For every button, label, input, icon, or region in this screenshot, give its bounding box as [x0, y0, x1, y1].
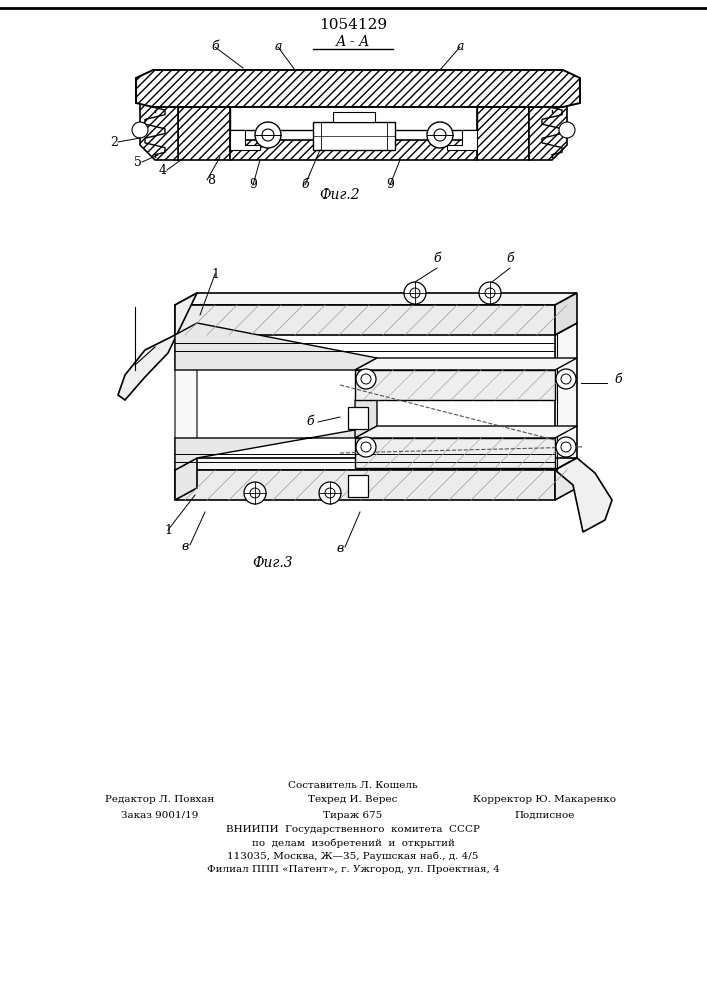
Bar: [313, 122, 395, 150]
Polygon shape: [175, 323, 377, 370]
Circle shape: [485, 288, 495, 298]
Polygon shape: [136, 78, 178, 160]
Circle shape: [427, 122, 453, 148]
Polygon shape: [175, 458, 197, 500]
Text: 5: 5: [134, 155, 142, 168]
Text: б: б: [433, 252, 440, 265]
Text: в: в: [337, 542, 344, 555]
Polygon shape: [118, 293, 197, 400]
Circle shape: [255, 122, 281, 148]
Polygon shape: [355, 426, 577, 438]
Bar: [348, 475, 368, 497]
Polygon shape: [355, 438, 555, 468]
Text: Фиг.3: Фиг.3: [252, 556, 293, 570]
Circle shape: [325, 488, 335, 498]
Circle shape: [556, 369, 576, 389]
Polygon shape: [555, 293, 577, 335]
Text: а: а: [274, 40, 282, 53]
Text: 1054129: 1054129: [319, 18, 387, 32]
Polygon shape: [355, 370, 555, 400]
Text: 9: 9: [386, 178, 394, 192]
Polygon shape: [555, 323, 577, 470]
Text: 9: 9: [249, 178, 257, 192]
Text: б: б: [506, 252, 514, 265]
Circle shape: [404, 282, 426, 304]
Polygon shape: [529, 78, 580, 160]
Circle shape: [132, 122, 148, 138]
Bar: [333, 112, 375, 122]
Bar: [348, 407, 368, 429]
Text: 113035, Москва, Ж—35, Раушская наб., д. 4/5: 113035, Москва, Ж—35, Раушская наб., д. …: [228, 851, 479, 861]
Text: б: б: [301, 178, 309, 192]
Circle shape: [356, 437, 376, 457]
Polygon shape: [175, 426, 377, 470]
Polygon shape: [355, 388, 377, 438]
Text: б: б: [614, 373, 622, 386]
Circle shape: [556, 437, 576, 457]
Circle shape: [434, 129, 446, 141]
Text: 2: 2: [110, 135, 118, 148]
Circle shape: [262, 129, 274, 141]
Circle shape: [250, 488, 260, 498]
Text: 8: 8: [207, 174, 215, 186]
Polygon shape: [555, 458, 612, 532]
Circle shape: [559, 122, 575, 138]
Circle shape: [361, 374, 371, 384]
Circle shape: [561, 374, 571, 384]
Text: Тираж 675: Тираж 675: [323, 810, 382, 820]
Polygon shape: [555, 458, 577, 500]
Text: Заказ 9001/19: Заказ 9001/19: [122, 810, 199, 820]
Text: Подписное: Подписное: [515, 810, 575, 820]
Text: в: в: [182, 540, 189, 553]
Text: ВНИИПИ  Государственного  комитета  СССР: ВНИИПИ Государственного комитета СССР: [226, 826, 480, 834]
Polygon shape: [178, 107, 230, 160]
Circle shape: [244, 482, 266, 504]
Text: Составитель Л. Кошель: Составитель Л. Кошель: [288, 780, 418, 790]
Text: а: а: [456, 40, 464, 53]
Text: 1: 1: [164, 524, 172, 536]
Circle shape: [361, 442, 371, 452]
Text: 4: 4: [159, 163, 167, 176]
Polygon shape: [175, 305, 555, 335]
Polygon shape: [175, 470, 555, 500]
Polygon shape: [230, 130, 260, 150]
Text: Филиал ППП «Патент», г. Ужгород, ул. Проектная, 4: Филиал ППП «Патент», г. Ужгород, ул. Про…: [206, 864, 499, 874]
Text: б: б: [211, 40, 218, 53]
Text: по  делам  изобретений  и  открытий: по делам изобретений и открытий: [252, 838, 455, 848]
Polygon shape: [175, 293, 577, 305]
Text: А - А: А - А: [336, 35, 370, 49]
Circle shape: [410, 288, 420, 298]
Polygon shape: [136, 70, 580, 107]
Polygon shape: [175, 458, 577, 470]
Text: Редактор Л. Повхан: Редактор Л. Повхан: [105, 796, 215, 804]
Polygon shape: [447, 130, 477, 150]
Text: 1: 1: [211, 267, 219, 280]
Polygon shape: [355, 358, 577, 370]
Circle shape: [479, 282, 501, 304]
Text: Техред И. Верес: Техред И. Верес: [308, 796, 397, 804]
Circle shape: [319, 482, 341, 504]
Polygon shape: [230, 140, 477, 160]
Polygon shape: [477, 107, 529, 160]
Text: Корректор Ю. Макаренко: Корректор Ю. Макаренко: [474, 796, 617, 804]
Text: б: б: [306, 415, 314, 428]
Polygon shape: [175, 323, 197, 470]
Circle shape: [561, 442, 571, 452]
Circle shape: [356, 369, 376, 389]
Text: Фиг.2: Фиг.2: [320, 188, 361, 202]
